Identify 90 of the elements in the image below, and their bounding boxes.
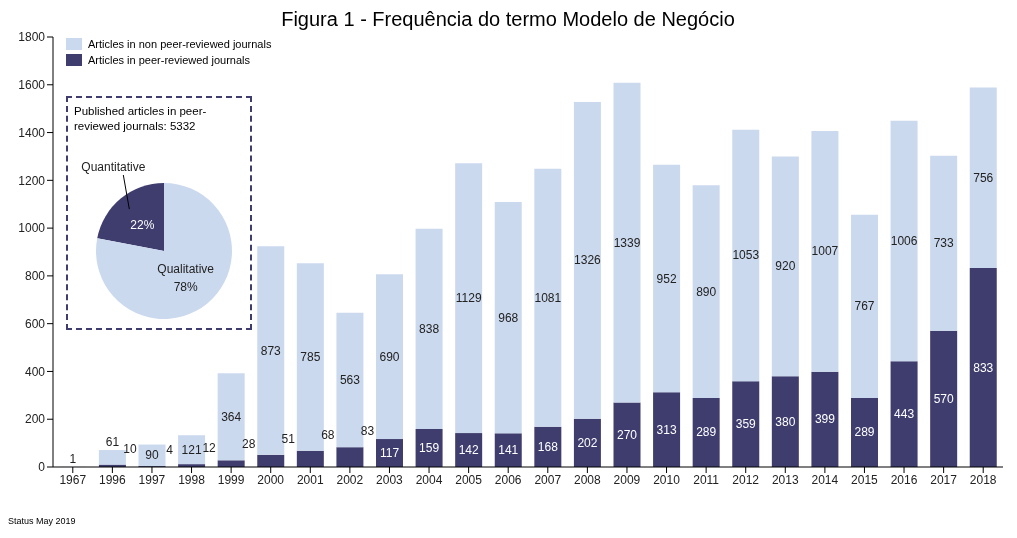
data-label: 68 [321, 427, 335, 442]
data-label: 142 [458, 443, 479, 458]
data-label: 61 [105, 435, 120, 450]
data-label: 1081 [534, 290, 562, 305]
y-tick-label: 1400 [18, 125, 46, 140]
data-label: 570 [933, 391, 954, 406]
x-tick-label: 1999 [217, 472, 245, 487]
x-tick-label: 2017 [930, 472, 958, 487]
x-tick-label: 2018 [969, 472, 997, 487]
legend-label: Articles in non peer-reviewed journals [88, 38, 272, 50]
data-label: 313 [656, 422, 677, 437]
data-label: 838 [419, 321, 440, 336]
x-tick-label: 2001 [296, 472, 324, 487]
data-label: 270 [616, 427, 638, 442]
slice-label: Quantitative [81, 160, 146, 174]
y-tick-label: 1200 [18, 173, 46, 188]
data-label: 4 [166, 443, 174, 458]
x-tick-label: 1967 [59, 472, 87, 487]
data-label: 159 [419, 441, 440, 456]
chart-title: Figura 1 - Frequência do termo Modelo de Negócio [280, 8, 736, 32]
data-label: 1339 [613, 235, 641, 250]
data-label: 51 [281, 431, 296, 446]
data-label: 443 [894, 407, 915, 422]
y-tick-label: 0 [38, 460, 46, 475]
x-tick-label: 1997 [138, 472, 166, 487]
x-tick-label: 2011 [693, 472, 720, 487]
data-label: 1006 [890, 234, 918, 249]
data-label: 873 [260, 343, 282, 358]
data-label: 399 [814, 412, 836, 427]
data-label: 563 [339, 372, 361, 387]
data-label: 90 [145, 448, 159, 463]
y-tick-label: 1600 [18, 78, 46, 93]
data-label: 289 [696, 425, 717, 440]
data-label: 1129 [455, 291, 482, 306]
data-label: 28 [241, 437, 256, 452]
text: Status May 2019 [8, 516, 76, 526]
y-tick-label: 1000 [18, 221, 46, 236]
data-label: 833 [973, 360, 994, 375]
data-label: 10 [123, 441, 137, 456]
data-label: 359 [735, 417, 757, 432]
x-tick-label: 1998 [178, 472, 206, 487]
data-label: 22% [130, 217, 155, 232]
x-tick-label: 2010 [653, 472, 681, 487]
x-tick-label: 2000 [257, 472, 285, 487]
y-tick-label: 600 [24, 316, 46, 331]
data-label: 202 [577, 435, 598, 450]
data-label: 952 [656, 271, 677, 286]
data-label: 12 [202, 441, 217, 456]
data-label: 1326 [574, 253, 602, 268]
data-label: 83 [360, 424, 375, 439]
x-tick-label: 2007 [534, 472, 562, 487]
x-tick-label: 2008 [574, 472, 602, 487]
chart-title: Published articles in peer-reviewed journals: 5332 [73, 104, 208, 134]
x-tick-label: 2005 [455, 472, 483, 487]
data-label: 767 [854, 299, 875, 314]
data-label: 168 [537, 439, 559, 454]
data-label: 380 [775, 414, 796, 429]
data-label: 890 [696, 284, 717, 299]
data-label: 1053 [732, 248, 760, 263]
data-label: 141 [498, 443, 519, 458]
legend-label: Articles in peer-reviewed journals [88, 54, 251, 66]
x-tick-label: 2004 [415, 472, 443, 487]
data-label: 1007 [811, 244, 839, 259]
y-tick-label: 1800 [18, 30, 46, 45]
x-tick-label: 2014 [811, 472, 839, 487]
data-label: 968 [498, 310, 519, 325]
x-tick-label: 2012 [732, 472, 760, 487]
data-label: 78% [173, 280, 198, 295]
slice-label: Qualitative [157, 262, 215, 277]
data-label: 920 [775, 259, 796, 274]
x-tick-label: 2009 [613, 472, 641, 487]
x-tick-label: 2003 [376, 472, 404, 487]
data-label: 785 [300, 349, 321, 364]
data-label: 756 [973, 170, 994, 185]
x-tick-label: 1996 [99, 472, 127, 487]
x-tick-label: 2015 [851, 472, 879, 487]
data-label: 289 [854, 425, 875, 440]
data-label: 733 [933, 236, 954, 251]
data-label: 1 [69, 451, 77, 466]
x-tick-label: 2013 [771, 472, 799, 487]
y-tick-label: 800 [24, 269, 46, 284]
y-tick-label: 400 [24, 364, 46, 379]
data-label: 690 [379, 349, 400, 364]
data-label: 121 [181, 442, 202, 457]
data-label: 117 [379, 446, 400, 461]
data-label: 364 [221, 409, 242, 424]
x-tick-label: 2006 [494, 472, 522, 487]
x-tick-label: 2002 [336, 472, 364, 487]
x-tick-label: 2016 [890, 472, 918, 487]
y-tick-label: 200 [24, 412, 46, 427]
